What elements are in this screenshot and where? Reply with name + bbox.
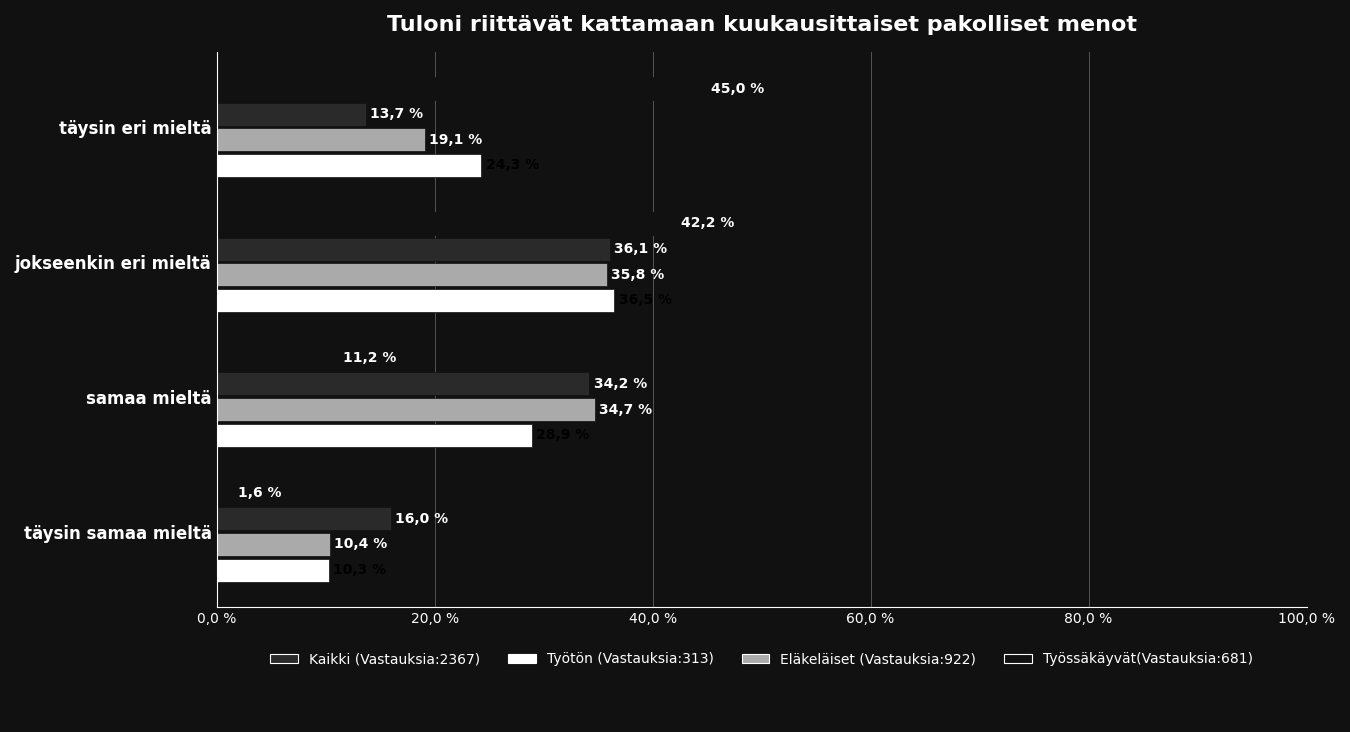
Text: 1,6 %: 1,6 % [239,486,282,500]
Bar [216,289,614,312]
Bar [216,373,590,395]
Legend: Kaikki (Vastauksia:2367), Työtön (Vastauksia:313), Eläkeläiset (Vastauksia:922),: Kaikki (Vastauksia:2367), Työtön (Vastau… [265,647,1258,672]
Bar [216,482,234,504]
Text: 42,2 %: 42,2 % [680,217,734,231]
Title: Tuloni riittävät kattamaan kuukausittaiset pakolliset menot: Tuloni riittävät kattamaan kuukausittais… [386,15,1137,35]
Bar [216,507,392,530]
Bar [216,398,595,421]
Text: 34,2 %: 34,2 % [594,377,647,391]
Text: 36,1 %: 36,1 % [614,242,667,256]
Text: 28,9 %: 28,9 % [536,428,589,442]
Text: 45,0 %: 45,0 % [711,81,764,95]
Bar [216,128,425,152]
Text: 24,3 %: 24,3 % [486,158,539,173]
Bar [216,212,676,235]
Bar [216,347,339,370]
Bar [216,264,606,286]
Text: 11,2 %: 11,2 % [343,351,397,365]
Text: 34,7 %: 34,7 % [599,403,652,417]
Text: 16,0 %: 16,0 % [396,512,448,526]
Text: 35,8 %: 35,8 % [612,268,664,282]
Text: 10,4 %: 10,4 % [335,537,387,551]
Text: 19,1 %: 19,1 % [429,132,482,147]
Bar [216,559,329,581]
Text: 10,3 %: 10,3 % [333,563,386,577]
Bar [216,77,707,100]
Bar [216,238,610,261]
Bar [216,533,329,556]
Text: 13,7 %: 13,7 % [370,107,424,122]
Bar [216,102,366,126]
Bar [216,154,482,177]
Text: 36,5 %: 36,5 % [618,294,672,307]
Bar [216,424,532,447]
